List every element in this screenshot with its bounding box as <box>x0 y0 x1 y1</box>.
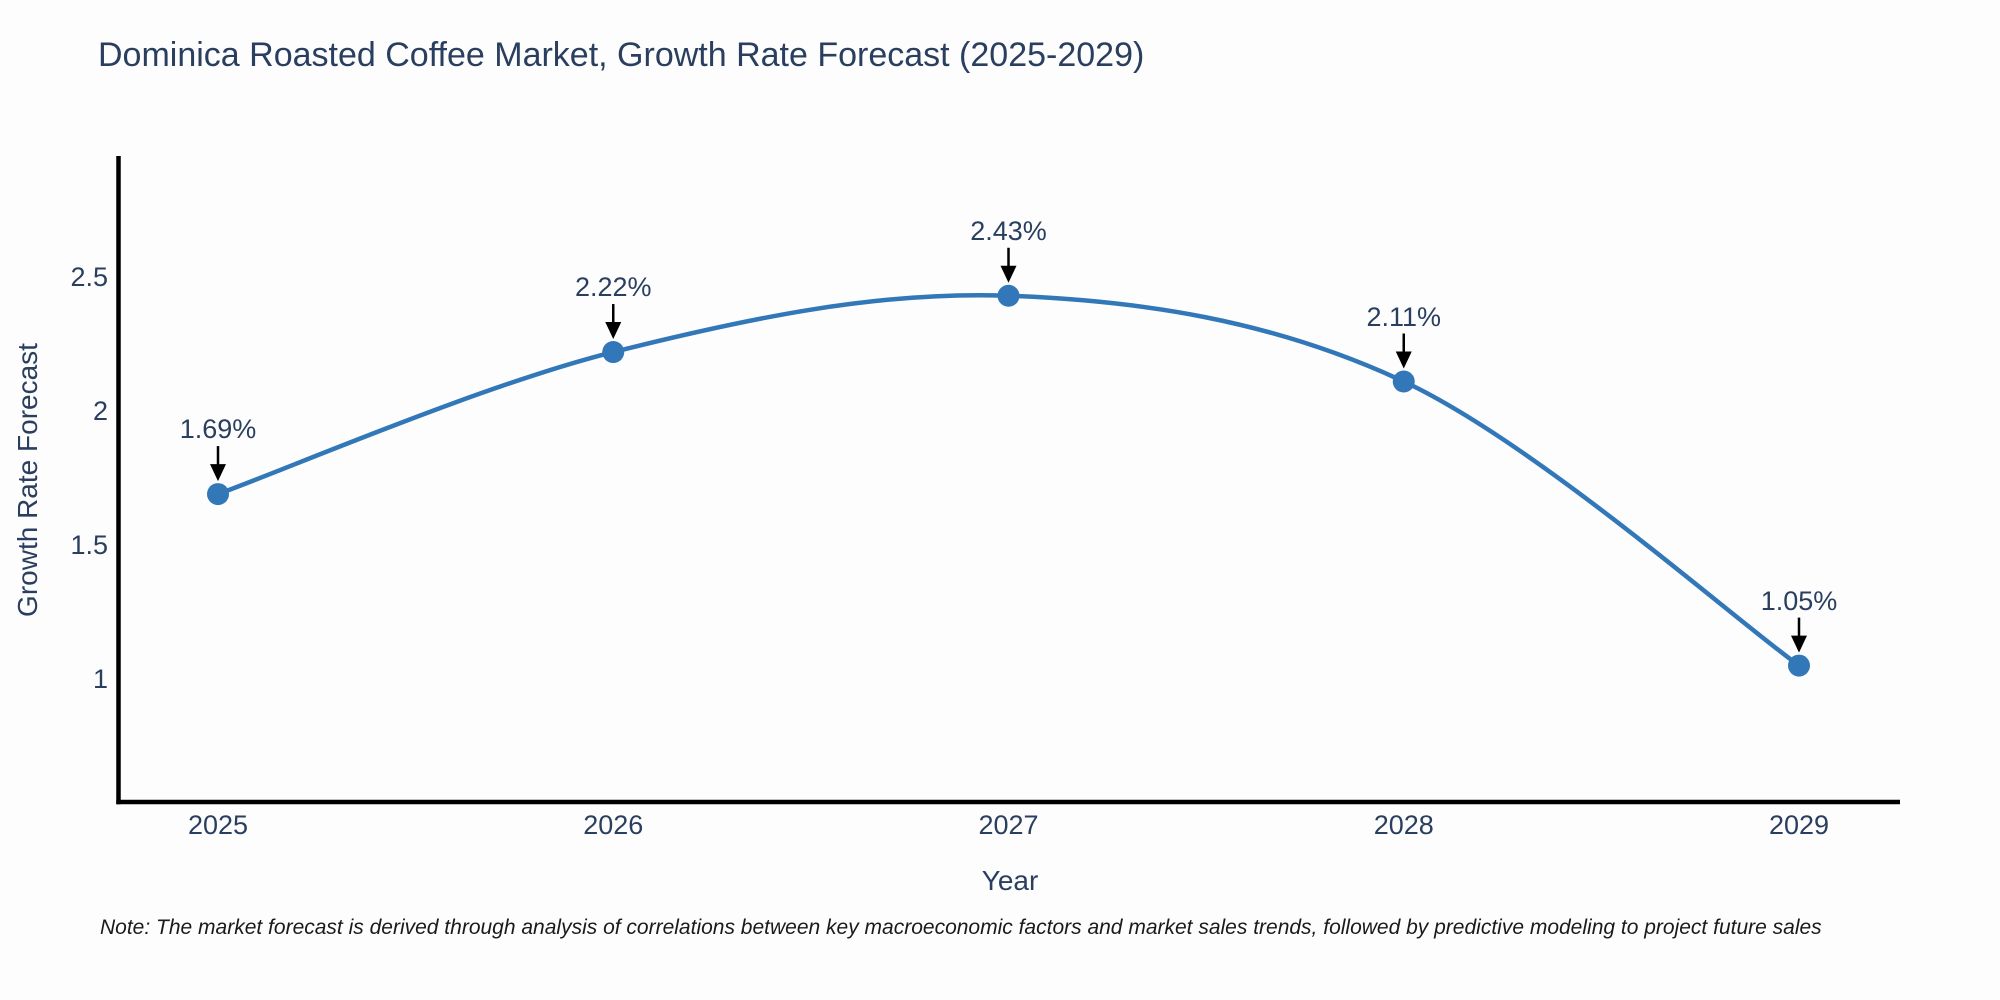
y-tick-label: 2.5 <box>70 262 108 292</box>
x-tick-label: 2027 <box>978 810 1039 840</box>
chart-title: Dominica Roasted Coffee Market, Growth R… <box>98 36 1145 74</box>
x-axis-title: Year <box>981 865 1039 896</box>
x-tick-label: 2025 <box>187 810 249 840</box>
x-tick-label: 2028 <box>1373 810 1434 840</box>
annotation-arrowhead <box>210 464 226 482</box>
annotation-arrowhead <box>1791 635 1807 653</box>
y-tick-label: 1 <box>92 664 108 694</box>
annotation-arrowhead <box>1395 351 1412 369</box>
point-annotation: 1.69% <box>179 414 257 445</box>
data-point-marker <box>602 341 625 364</box>
data-point-marker <box>1788 654 1810 677</box>
data-point-marker <box>997 284 1020 307</box>
annotation-arrowhead <box>1000 265 1017 283</box>
point-annotation: 2.22% <box>574 272 652 303</box>
y-tick-label: 2 <box>92 396 108 426</box>
y-tick-label: 1.5 <box>70 530 108 560</box>
data-point-marker <box>207 483 229 506</box>
footnote: Note: The market forecast is derived thr… <box>100 916 1822 939</box>
point-annotation: 2.43% <box>970 215 1047 246</box>
point-annotation: 1.05% <box>1760 585 1838 616</box>
point-annotation: 2.11% <box>1366 301 1442 332</box>
y-axis-title: Growth Rate Forecast <box>12 343 43 617</box>
annotation-arrowhead <box>605 322 622 340</box>
x-tick-label: 2029 <box>1768 810 1830 840</box>
forecast-line <box>215 292 1802 668</box>
x-tick-label: 2026 <box>583 810 644 840</box>
data-point-marker <box>1392 370 1415 393</box>
